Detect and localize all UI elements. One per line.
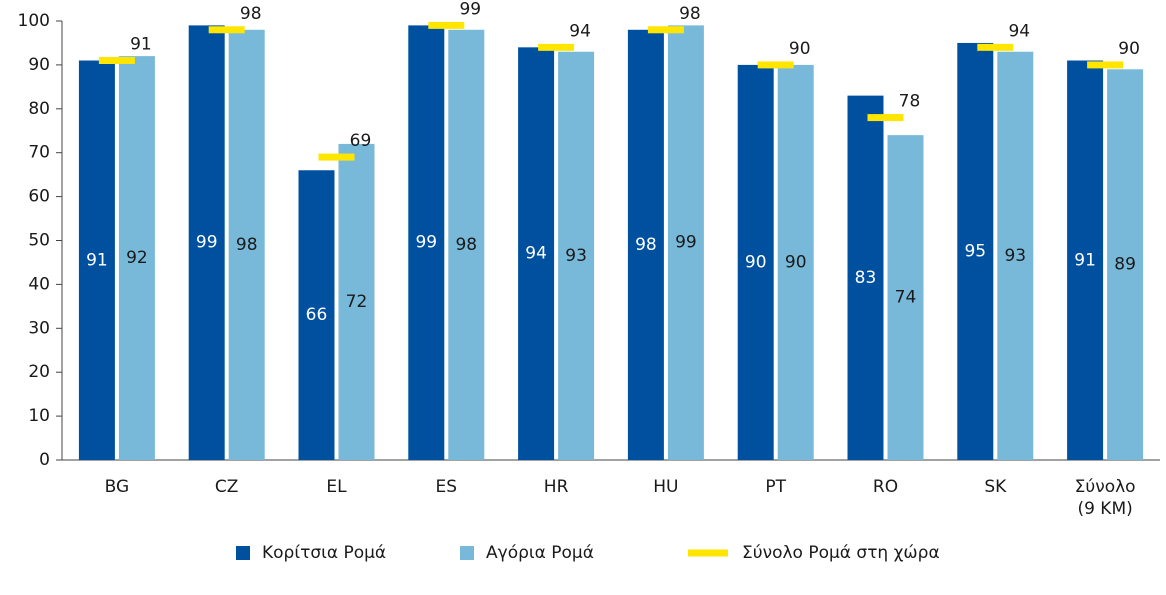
x-tick-label: ES [435,477,458,497]
value-label: 98 [240,4,262,24]
total-marker [318,153,355,161]
x-tick-label: EL [326,477,347,497]
y-tick-label: 100 [18,11,50,31]
total-marker [208,26,245,34]
x-tick-label: BG [104,477,130,497]
x-tick-label: HR [543,477,569,497]
value-label: 90 [1118,39,1140,59]
bar [997,51,1034,460]
legend-label: Σύνολο Ρομά στη χώρα [742,543,940,563]
x-tick-label: Σύνολο (9 ΚΜ) [1074,477,1136,519]
value-label: 90 [745,252,767,272]
total-marker [538,43,575,51]
value-label: 98 [635,235,657,255]
x-tick-label: PT [765,477,786,497]
value-label: 95 [964,241,986,261]
value-label: 66 [306,305,328,325]
legend-swatch [460,546,474,560]
x-tick-label: RO [872,477,899,497]
y-tick-label: 50 [28,231,50,251]
x-tick-label: CZ [214,477,239,497]
total-marker [757,61,794,69]
value-label: 99 [196,233,218,253]
total-marker [867,114,904,122]
legend-label: Αγόρια Ρομά [486,543,594,563]
y-tick-label: 10 [28,406,50,426]
bar [737,64,774,461]
value-label: 91 [130,35,152,55]
bar [887,135,924,460]
value-label: 99 [415,233,437,253]
y-tick-label: 0 [39,450,50,470]
y-tick-label: 80 [28,99,50,119]
total-marker [1087,61,1124,69]
bar [298,170,335,460]
x-tick-label: HU [653,477,679,497]
value-label: 98 [679,4,701,24]
x-tick-label: SK [984,477,1007,497]
value-label: 99 [675,233,697,253]
bar [558,51,595,460]
bar [448,29,485,461]
value-label: 69 [350,131,372,151]
bar [777,64,814,461]
bar [1107,69,1144,460]
y-tick-label: 20 [28,362,50,382]
bar [338,143,375,461]
y-tick-label: 40 [28,274,50,294]
value-label: 94 [525,244,547,264]
value-label: 94 [1008,21,1030,41]
bar [667,25,704,460]
total-marker [647,26,684,34]
total-marker [98,57,135,65]
bar [847,95,884,460]
legend-label: Κορίτσια Ρομά [262,543,386,563]
value-label: 72 [346,292,368,312]
value-label: 98 [455,235,477,255]
bar [518,47,555,461]
bar [188,25,225,460]
value-label: 99 [459,0,481,19]
value-label: 90 [785,252,807,272]
value-label: 91 [86,250,108,270]
bar [1067,60,1104,460]
y-tick-label: 70 [28,143,50,163]
value-label: 90 [789,39,811,59]
bar [118,56,155,461]
y-tick-label: 30 [28,318,50,338]
total-marker [428,21,465,29]
legend-swatch [688,549,728,557]
y-tick-label: 90 [28,55,50,75]
bar [78,60,115,460]
bar [408,25,445,460]
value-label: 89 [1114,255,1136,275]
value-label: 92 [126,248,148,268]
value-label: 93 [1004,246,1026,266]
total-marker [977,43,1014,51]
value-label: 98 [236,235,258,255]
legend-swatch [236,546,250,560]
value-label: 94 [569,21,591,41]
value-label: 93 [565,246,587,266]
bar [228,29,265,461]
bar [627,29,664,461]
value-label: 78 [899,92,921,112]
value-label: 91 [1074,250,1096,270]
value-label: 74 [895,288,917,308]
bar [957,42,994,460]
value-label: 83 [855,268,877,288]
y-tick-label: 60 [28,187,50,207]
